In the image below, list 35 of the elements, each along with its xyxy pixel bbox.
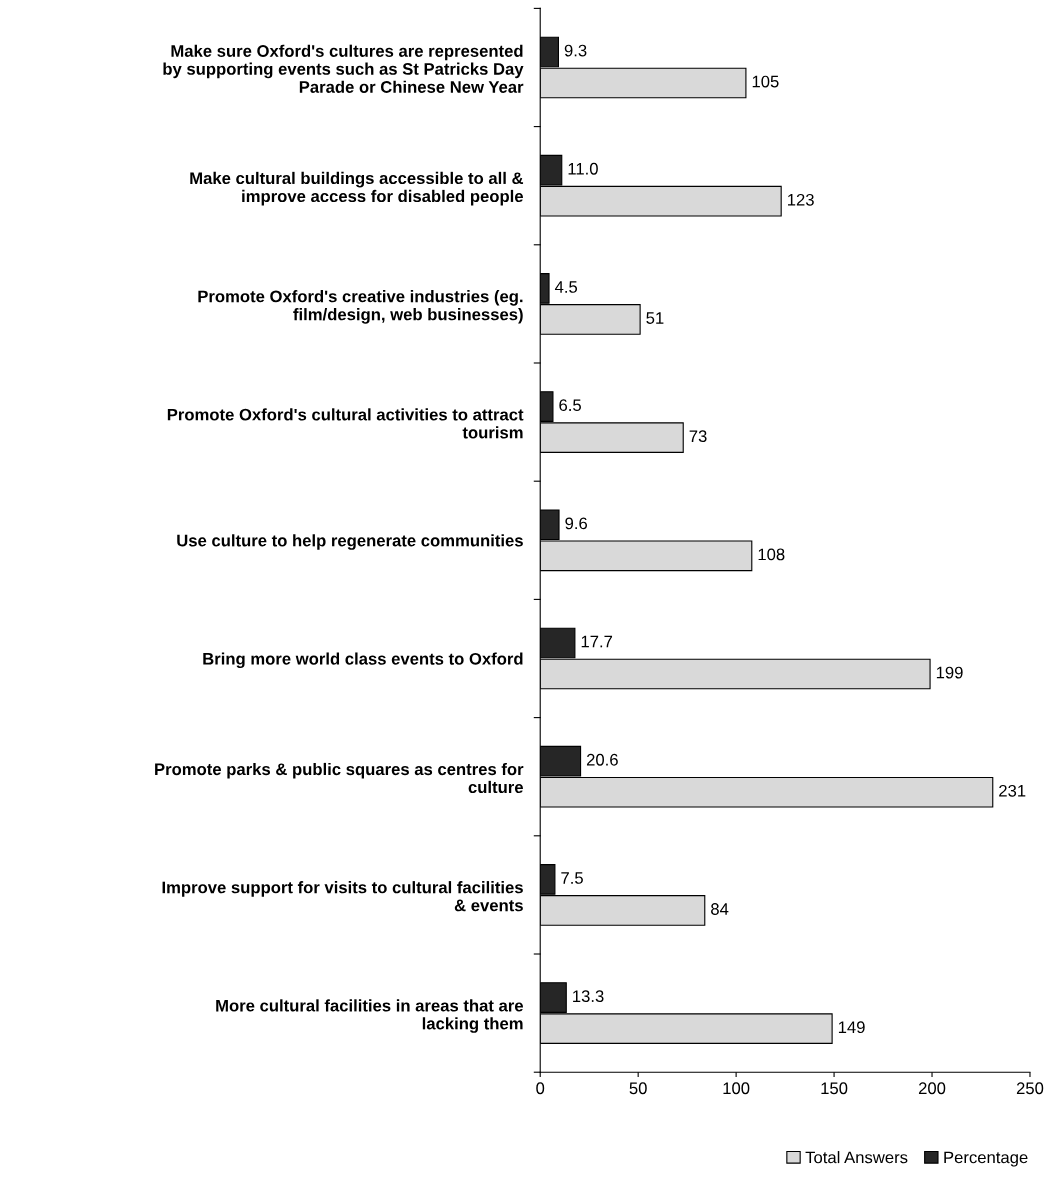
y-tick-label: Use culture to help regenerate communities: [177, 534, 523, 550]
data-label: 105: [752, 75, 779, 88]
x-tick-label: 200: [918, 1082, 946, 1095]
data-label: 7.5: [561, 872, 583, 884]
x-tick-label: 0: [536, 1082, 545, 1095]
data-label: 11.0: [568, 162, 598, 175]
x-tick-label: 150: [821, 1082, 848, 1095]
data-label: 20.6: [586, 753, 618, 766]
data-label: 6.5: [559, 399, 581, 412]
data-label: 149: [838, 1021, 865, 1034]
data-label: 231: [999, 784, 1026, 797]
legend-label: Percentage: [944, 1151, 1028, 1167]
y-tick-label: Promote parks & public squares as centres for culture: [155, 762, 524, 794]
y-tick-label: More cultural facilities in areas that are lacking them: [216, 999, 523, 1033]
data-label: 73: [689, 430, 707, 443]
data-label: 9.6: [565, 517, 588, 530]
y-tick-label: Improve support for visits to cultural facilities & events: [162, 881, 523, 912]
data-label: 108: [758, 548, 785, 561]
data-label: 51: [646, 312, 664, 324]
data-label: 17.7: [581, 635, 613, 648]
y-tick-label: Bring more world class events to Oxford: [203, 652, 523, 669]
legend-label: Total Answers: [805, 1151, 908, 1164]
data-label: 84: [711, 903, 729, 915]
data-label: 9.3: [564, 44, 587, 57]
y-tick-label: Make sure Oxford's cultures are represented by supporting events such as St Patricks Day Parade or Chinese New Year: [163, 44, 524, 93]
x-tick-label: 100: [723, 1082, 750, 1095]
data-label: 13.3: [573, 990, 604, 1003]
data-label: 4.5: [554, 281, 578, 293]
x-tick-label: 250: [1016, 1082, 1044, 1095]
y-tick-label: Promote Oxford's cultural activities to attract tourism: [167, 408, 524, 439]
data-label: 123: [788, 193, 814, 206]
y-tick-label: Make cultural buildings accessible to all & improve access for disabled people: [190, 171, 524, 206]
x-tick-label: 50: [629, 1082, 647, 1095]
y-tick-label: Promote Oxford's creative industries (eg. film/design, web businesses): [198, 290, 523, 324]
data-label: 199: [936, 666, 963, 679]
